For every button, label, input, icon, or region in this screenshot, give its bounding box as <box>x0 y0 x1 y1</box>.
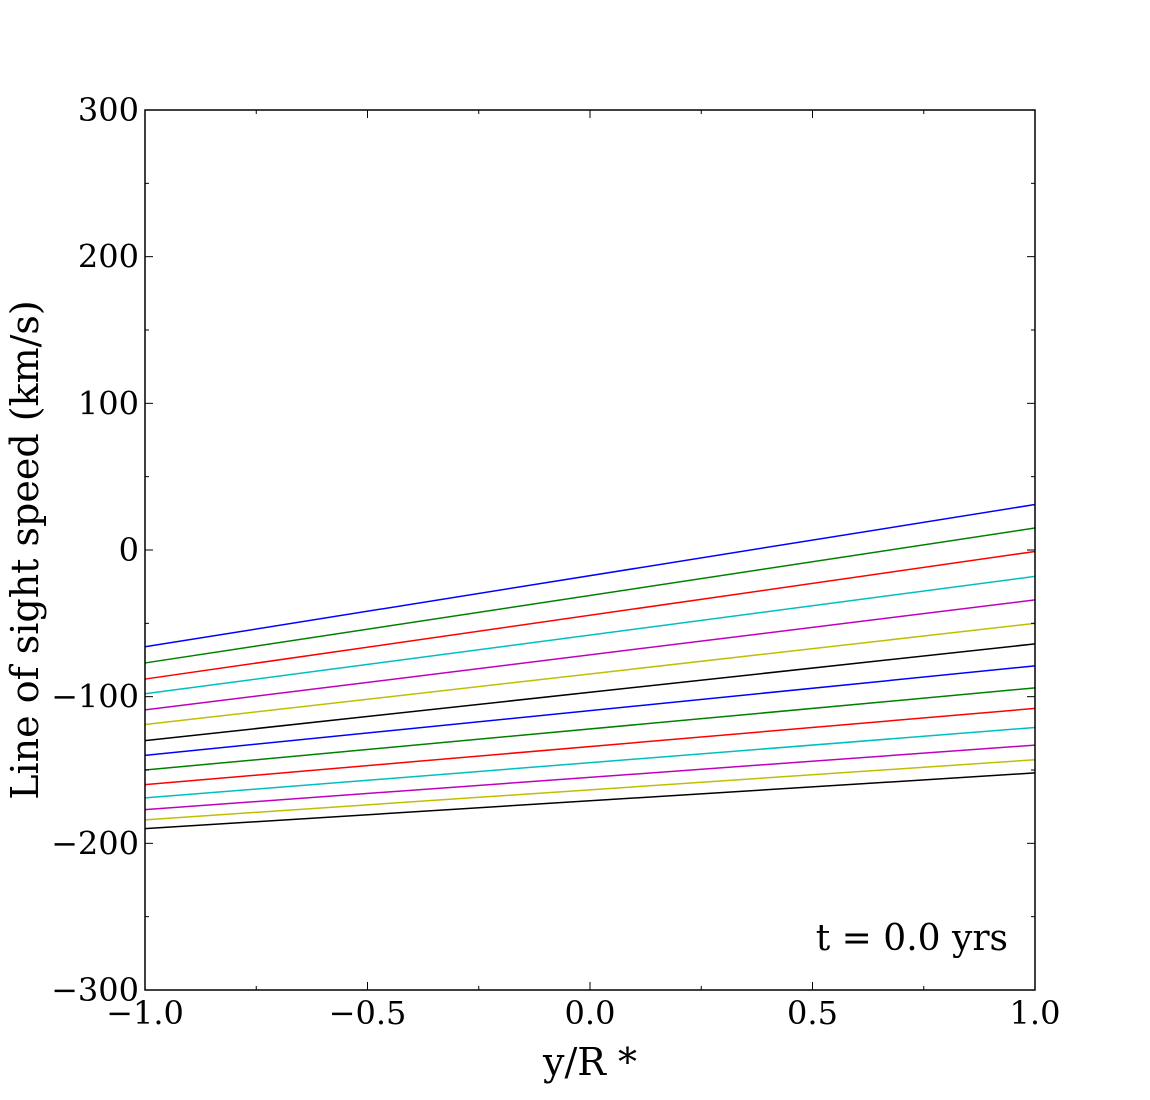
plot-frame <box>144 109 1036 991</box>
tick-labels-layer: −1.0 −0.5 0.0 0.5 1.0 −300 −200 −100 0 100 200 300 <box>51 91 1060 1032</box>
series-line-9 <box>144 687 1036 771</box>
series-line-7 <box>144 643 1036 742</box>
series-line-3 <box>144 550 1036 680</box>
x-tick-label: 0.0 <box>565 994 616 1032</box>
series-line-5 <box>144 599 1036 711</box>
x-tick-label: −0.5 <box>329 994 407 1032</box>
series-line-8 <box>144 665 1036 757</box>
series-line-10 <box>144 707 1036 786</box>
series-line-2 <box>144 527 1036 664</box>
series-line-12 <box>144 744 1036 811</box>
series-line-11 <box>144 726 1036 799</box>
time-annotation: t = 0.0 yrs <box>816 918 1008 959</box>
y-tick-label: 200 <box>78 238 139 276</box>
y-tick-label: −200 <box>51 824 139 862</box>
series-line-14 <box>144 772 1036 830</box>
y-axis-title: Line of sight speed (km/s) <box>3 300 47 799</box>
series-line-1 <box>144 503 1036 648</box>
series-line-13 <box>144 758 1036 821</box>
x-tick-label: −1.0 <box>106 994 184 1032</box>
x-axis-title: y/R * <box>542 1040 637 1084</box>
ticks-layer <box>144 109 1036 991</box>
y-tick-label: 300 <box>78 91 139 129</box>
series-layer <box>144 503 1036 830</box>
series-line-4 <box>144 575 1036 695</box>
y-tick-label: −300 <box>51 971 139 1009</box>
y-tick-label: 0 <box>119 531 139 569</box>
y-tick-label: −100 <box>51 678 139 716</box>
x-tick-label: 0.5 <box>787 994 838 1032</box>
x-tick-label: 1.0 <box>1010 994 1061 1032</box>
y-tick-label: 100 <box>78 384 139 422</box>
series-line-6 <box>144 622 1036 726</box>
